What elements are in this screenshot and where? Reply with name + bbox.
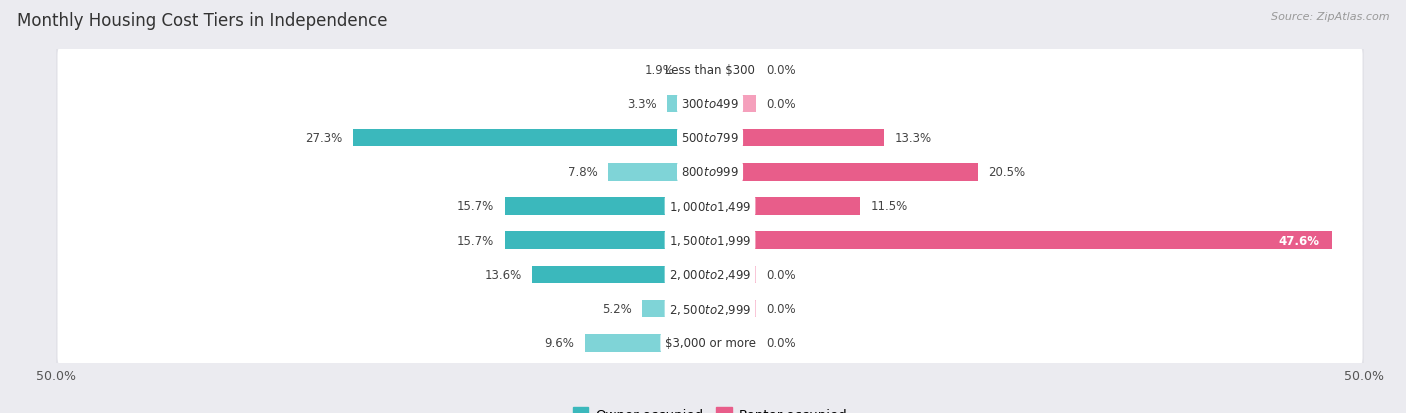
Text: 20.5%: 20.5% [988,166,1025,179]
Bar [710,300,756,318]
Text: 3.3%: 3.3% [627,97,657,111]
Text: $1,500 to $1,999: $1,500 to $1,999 [669,234,751,248]
Text: 15.7%: 15.7% [457,234,495,247]
Bar [710,232,1333,249]
FancyBboxPatch shape [58,82,1362,127]
Text: 0.0%: 0.0% [766,97,796,111]
FancyBboxPatch shape [58,150,1362,195]
FancyBboxPatch shape [58,218,1362,263]
Text: 0.0%: 0.0% [766,337,796,349]
Text: $2,000 to $2,499: $2,000 to $2,499 [669,268,751,282]
Bar [505,232,710,249]
FancyBboxPatch shape [58,47,1362,93]
Text: 7.8%: 7.8% [568,166,598,179]
FancyBboxPatch shape [56,181,1364,232]
Bar [710,61,756,79]
FancyBboxPatch shape [56,79,1364,129]
Text: $500 to $799: $500 to $799 [681,132,740,145]
Bar [666,95,710,113]
Text: Less than $300: Less than $300 [665,64,755,76]
Text: $800 to $999: $800 to $999 [681,166,740,179]
Bar [685,61,710,79]
Bar [710,129,884,147]
Text: 0.0%: 0.0% [766,268,796,281]
Text: 11.5%: 11.5% [870,200,908,213]
Text: 1.9%: 1.9% [645,64,675,76]
Bar [353,129,710,147]
Text: 0.0%: 0.0% [766,64,796,76]
FancyBboxPatch shape [56,45,1364,95]
FancyBboxPatch shape [58,320,1362,366]
Text: 47.6%: 47.6% [1278,234,1319,247]
FancyBboxPatch shape [56,113,1364,164]
Bar [607,164,710,181]
Text: 15.7%: 15.7% [457,200,495,213]
FancyBboxPatch shape [58,116,1362,161]
FancyBboxPatch shape [58,252,1362,297]
FancyBboxPatch shape [56,249,1364,300]
Bar [710,198,860,215]
Legend: Owner-occupied, Renter-occupied: Owner-occupied, Renter-occupied [567,402,853,413]
Bar [710,164,979,181]
FancyBboxPatch shape [56,215,1364,266]
Text: 9.6%: 9.6% [544,337,574,349]
Bar [710,334,756,352]
Text: 0.0%: 0.0% [766,302,796,316]
Bar [505,198,710,215]
Text: 13.6%: 13.6% [485,268,522,281]
Bar [710,266,756,284]
Text: Monthly Housing Cost Tiers in Independence: Monthly Housing Cost Tiers in Independen… [17,12,388,30]
Text: 13.3%: 13.3% [894,132,932,145]
Text: $2,500 to $2,999: $2,500 to $2,999 [669,302,751,316]
Bar [585,334,710,352]
Text: Source: ZipAtlas.com: Source: ZipAtlas.com [1271,12,1389,22]
FancyBboxPatch shape [58,286,1362,331]
Text: $1,000 to $1,499: $1,000 to $1,499 [669,199,751,214]
Text: $3,000 or more: $3,000 or more [665,337,755,349]
Text: 5.2%: 5.2% [602,302,631,316]
FancyBboxPatch shape [56,318,1364,368]
Text: 27.3%: 27.3% [305,132,343,145]
FancyBboxPatch shape [56,284,1364,334]
Text: $300 to $499: $300 to $499 [681,97,740,111]
Bar [533,266,710,284]
Bar [710,95,756,113]
FancyBboxPatch shape [56,147,1364,198]
FancyBboxPatch shape [58,184,1362,229]
Bar [643,300,710,318]
